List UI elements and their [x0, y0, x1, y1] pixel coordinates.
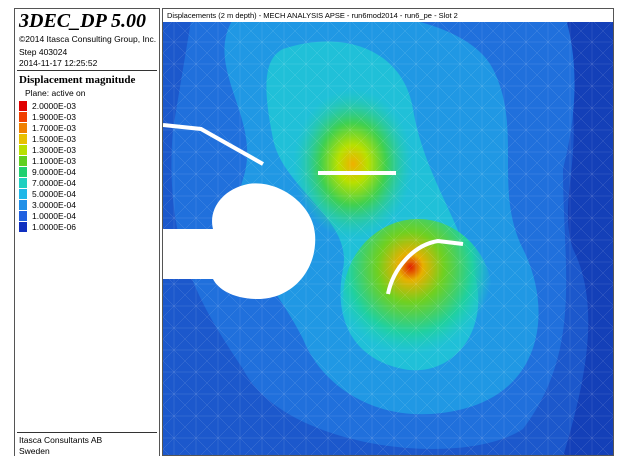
legend-swatch [19, 178, 27, 188]
legend-swatch [19, 156, 27, 166]
legend-item: 1.5000E-03 [19, 133, 76, 144]
legend-swatch [19, 112, 27, 122]
country: Sweden [19, 446, 50, 456]
legend-item: 3.0000E-04 [19, 199, 76, 210]
info-panel: 3DEC_DP 5.00 ©2014 Itasca Consulting Gro… [14, 8, 160, 456]
legend-swatch [19, 200, 27, 210]
legend-label: 1.9000E-03 [32, 112, 76, 122]
legend-item: 2.0000E-03 [19, 100, 76, 111]
separator [17, 432, 157, 433]
legend-item: 1.1000E-03 [19, 155, 76, 166]
legend-label: 1.0000E-06 [32, 222, 76, 232]
legend-item: 1.9000E-03 [19, 111, 76, 122]
legend-swatch [19, 145, 27, 155]
legend-label: 7.0000E-04 [32, 178, 76, 188]
legend-label: 2.0000E-03 [32, 101, 76, 111]
contour-plot [163, 9, 614, 456]
legend-swatch [19, 123, 27, 133]
legend-item: 1.0000E-04 [19, 210, 76, 221]
plot-view: Displacements (2 m depth) - MECH ANALYSI… [162, 8, 614, 456]
legend-item: 9.0000E-04 [19, 166, 76, 177]
legend-swatch [19, 189, 27, 199]
legend-swatch [19, 222, 27, 232]
plot-caption: Displacements (2 m depth) - MECH ANALYSI… [163, 9, 613, 22]
separator [17, 70, 157, 71]
step: Step 403024 [19, 47, 67, 57]
company: Itasca Consultants AB [19, 435, 102, 445]
legend-label: 3.0000E-04 [32, 200, 76, 210]
legend-label: 1.5000E-03 [32, 134, 76, 144]
legend-swatch [19, 101, 27, 111]
legend-swatch [19, 134, 27, 144]
app-title: 3DEC_DP 5.00 [19, 10, 146, 33]
legend-item: 1.0000E-06 [19, 221, 76, 232]
legend-subtitle: Plane: active on [25, 88, 85, 98]
legend-label: 1.7000E-03 [32, 123, 76, 133]
legend-label: 1.1000E-03 [32, 156, 76, 166]
legend-item: 5.0000E-04 [19, 188, 76, 199]
legend-label: 1.3000E-03 [32, 145, 76, 155]
legend-swatch [19, 167, 27, 177]
legend-item: 1.7000E-03 [19, 122, 76, 133]
copyright: ©2014 Itasca Consulting Group, Inc. [19, 34, 156, 44]
legend-label: 1.0000E-04 [32, 211, 76, 221]
legend-label: 9.0000E-04 [32, 167, 76, 177]
legend-swatch [19, 211, 27, 221]
legend-item: 1.3000E-03 [19, 144, 76, 155]
legend-title: Displacement magnitude [19, 74, 135, 86]
legend-label: 5.0000E-04 [32, 189, 76, 199]
screen: 3DEC_DP 5.00 ©2014 Itasca Consulting Gro… [0, 0, 620, 456]
legend-item: 7.0000E-04 [19, 177, 76, 188]
date: 2014-11-17 12:25:52 [19, 58, 97, 68]
